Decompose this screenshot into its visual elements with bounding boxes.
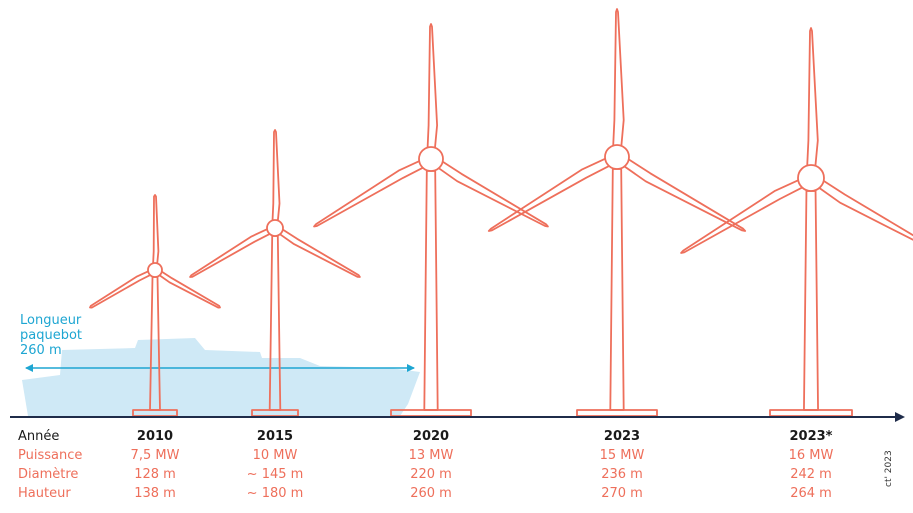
turbine-power: 15 MW — [599, 448, 645, 463]
turbine-blade — [814, 177, 913, 241]
turbine-hub — [797, 164, 825, 192]
turbine-hub — [604, 144, 630, 170]
ship-length-label: Longueur paquebot 260 m — [20, 313, 83, 358]
turbine-diameter: 242 m — [790, 467, 832, 482]
credit-text: ct' 2023 — [884, 450, 894, 487]
wind-turbine — [680, 27, 913, 417]
turbine-hub — [266, 219, 284, 237]
turbine-height: 270 m — [601, 486, 643, 501]
turbine-power: 13 MW — [408, 448, 454, 463]
turbine-blade — [487, 156, 614, 232]
turbine-year: 2020 — [412, 429, 450, 444]
wind-turbine — [313, 23, 549, 417]
turbine-blade — [276, 227, 361, 278]
turbine-height: ~ 180 m — [246, 486, 304, 501]
turbine-hub — [147, 262, 163, 278]
turbine-blade — [620, 156, 747, 232]
turbine-height: 264 m — [790, 486, 832, 501]
turbine-blade — [426, 23, 438, 153]
turbine-power: 7,5 MW — [130, 448, 180, 463]
turbine-year: 2023 — [603, 429, 641, 444]
turbine-blade — [152, 194, 160, 267]
wind-turbine — [487, 8, 747, 417]
turbine-year: 2010 — [136, 429, 174, 444]
turbine-blade — [156, 269, 221, 309]
turbine-tower — [609, 168, 625, 411]
turbine-blade — [313, 158, 428, 228]
turbine-tower — [803, 190, 819, 411]
turbine-year: 2023* — [789, 429, 833, 444]
turbine-blade — [434, 158, 549, 228]
turbine-blade — [806, 27, 819, 172]
turbine-year: 2015 — [256, 429, 294, 444]
turbine-power: 10 MW — [252, 448, 298, 463]
turbine-tower — [423, 170, 439, 411]
ship-silhouette — [22, 338, 420, 416]
turbine-diameter: 128 m — [134, 467, 176, 482]
turbine-height: 260 m — [410, 486, 452, 501]
wind-turbine — [89, 194, 221, 417]
row-label-diameter: Diamètre — [18, 467, 79, 482]
row-label-power: Puissance — [18, 448, 83, 463]
turbine-power: 16 MW — [788, 448, 834, 463]
row-label-year: Année — [18, 429, 60, 444]
turbine-blade — [680, 177, 808, 254]
turbine-blade — [89, 269, 154, 309]
turbine-height: 138 m — [134, 486, 176, 501]
turbine-diameter: 220 m — [410, 467, 452, 482]
turbine-hub — [418, 146, 444, 172]
turbine-blade — [189, 227, 274, 278]
turbine-blade — [612, 8, 625, 151]
turbine-diameter: 236 m — [601, 467, 643, 482]
wind-turbine — [189, 129, 361, 417]
turbine-diameter: ~ 145 m — [246, 467, 304, 482]
row-label-height: Hauteur — [18, 486, 71, 501]
turbine-blade — [271, 129, 281, 225]
